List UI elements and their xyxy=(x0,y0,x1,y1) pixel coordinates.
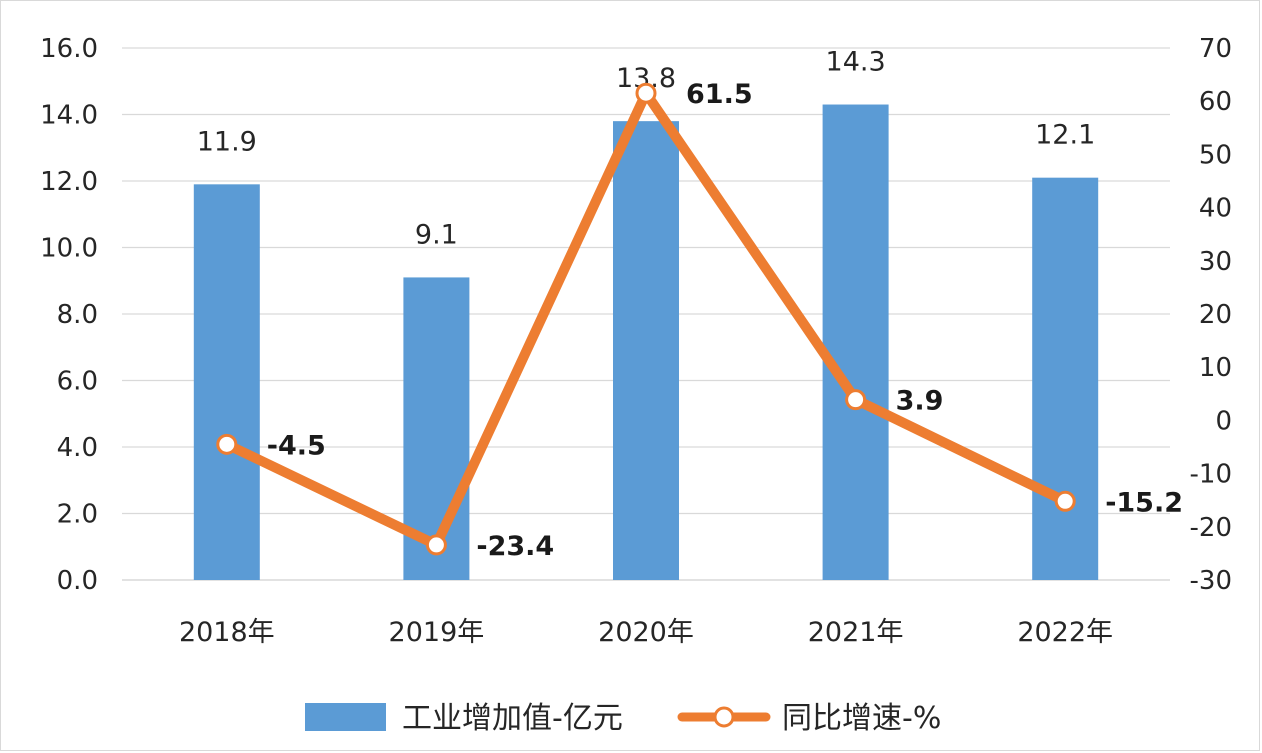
line-data-labels: -4.5 -23.4 61.5 3.9 -15.2 xyxy=(267,79,1183,562)
line-marker xyxy=(845,389,867,411)
line-value-label: -15.2 xyxy=(1105,487,1183,518)
x-axis-tick-label: 2022年 xyxy=(1017,617,1113,648)
right-axis-tick-label: 30 xyxy=(1199,247,1232,277)
bar-value-label: 12.1 xyxy=(1035,120,1095,151)
bar-value-label: 11.9 xyxy=(197,126,257,157)
right-axis-tick-label: -30 xyxy=(1190,566,1232,596)
left-axis-tick-label: 4.0 xyxy=(57,433,98,463)
gridlines xyxy=(122,47,1170,581)
bar xyxy=(193,184,260,580)
left-axis-tick-label: 16.0 xyxy=(40,34,98,64)
right-axis-tick-label: 20 xyxy=(1199,300,1232,330)
right-axis-tick-label: 60 xyxy=(1199,87,1232,117)
x-axis-tick-label: 2021年 xyxy=(808,617,904,648)
right-axis-tick-label: -20 xyxy=(1190,513,1232,543)
bar-series xyxy=(193,104,1099,581)
bar xyxy=(613,121,679,581)
line-series xyxy=(216,82,1076,556)
line-marker xyxy=(1054,490,1076,512)
bar xyxy=(1032,177,1099,581)
legend-marker-line xyxy=(713,706,735,728)
left-axis-tick-label: 2.0 xyxy=(57,500,98,530)
line-marker xyxy=(425,534,447,556)
legend: 工业增加值-亿元 同比增速-% xyxy=(305,701,941,736)
x-axis-tick-label: 2020年 xyxy=(598,617,694,648)
legend-label-line: 同比增速-% xyxy=(782,701,941,736)
right-axis-tick-label: 0 xyxy=(1215,406,1232,436)
legend-label-bar: 工业增加值-亿元 xyxy=(402,701,623,736)
left-axis-tick-label: 0.0 xyxy=(57,566,98,596)
line-marker xyxy=(216,433,238,455)
line-value-label: -23.4 xyxy=(476,531,554,562)
right-axis-tick-label: -10 xyxy=(1190,460,1232,490)
left-axis-ticks: 0.0 2.0 4.0 6.0 8.0 10.0 12.0 14.0 16.0 xyxy=(40,34,98,596)
line-value-label: -4.5 xyxy=(267,430,326,461)
bar-data-labels: 11.99.113.814.312.1 xyxy=(197,47,1096,251)
bar-value-label: 9.1 xyxy=(415,219,458,250)
line-value-label: 61.5 xyxy=(686,79,753,110)
line-marker xyxy=(635,82,657,104)
left-axis-tick-label: 14.0 xyxy=(40,101,98,131)
bar xyxy=(822,104,889,581)
line-value-label: 3.9 xyxy=(896,386,944,417)
right-axis-ticks: -30 -20 -10 0 10 20 30 40 50 60 70 xyxy=(1190,34,1232,596)
left-axis-tick-label: 6.0 xyxy=(57,367,98,397)
right-axis-tick-label: 70 xyxy=(1199,34,1232,64)
right-axis-tick-label: 50 xyxy=(1199,140,1232,170)
x-axis-ticks: 2018年 2019年 2020年 2021年 2022年 xyxy=(179,617,1113,648)
left-axis-tick-label: 10.0 xyxy=(40,234,98,264)
bar-value-label: 14.3 xyxy=(826,47,886,78)
legend-swatch-bar xyxy=(305,703,386,731)
right-axis-tick-label: 10 xyxy=(1199,353,1232,383)
x-axis-tick-label: 2019年 xyxy=(389,617,485,648)
x-axis-tick-label: 2018年 xyxy=(179,617,275,648)
left-axis-tick-label: 8.0 xyxy=(57,300,98,330)
left-axis-tick-label: 12.0 xyxy=(40,167,98,197)
right-axis-tick-label: 40 xyxy=(1199,194,1232,224)
